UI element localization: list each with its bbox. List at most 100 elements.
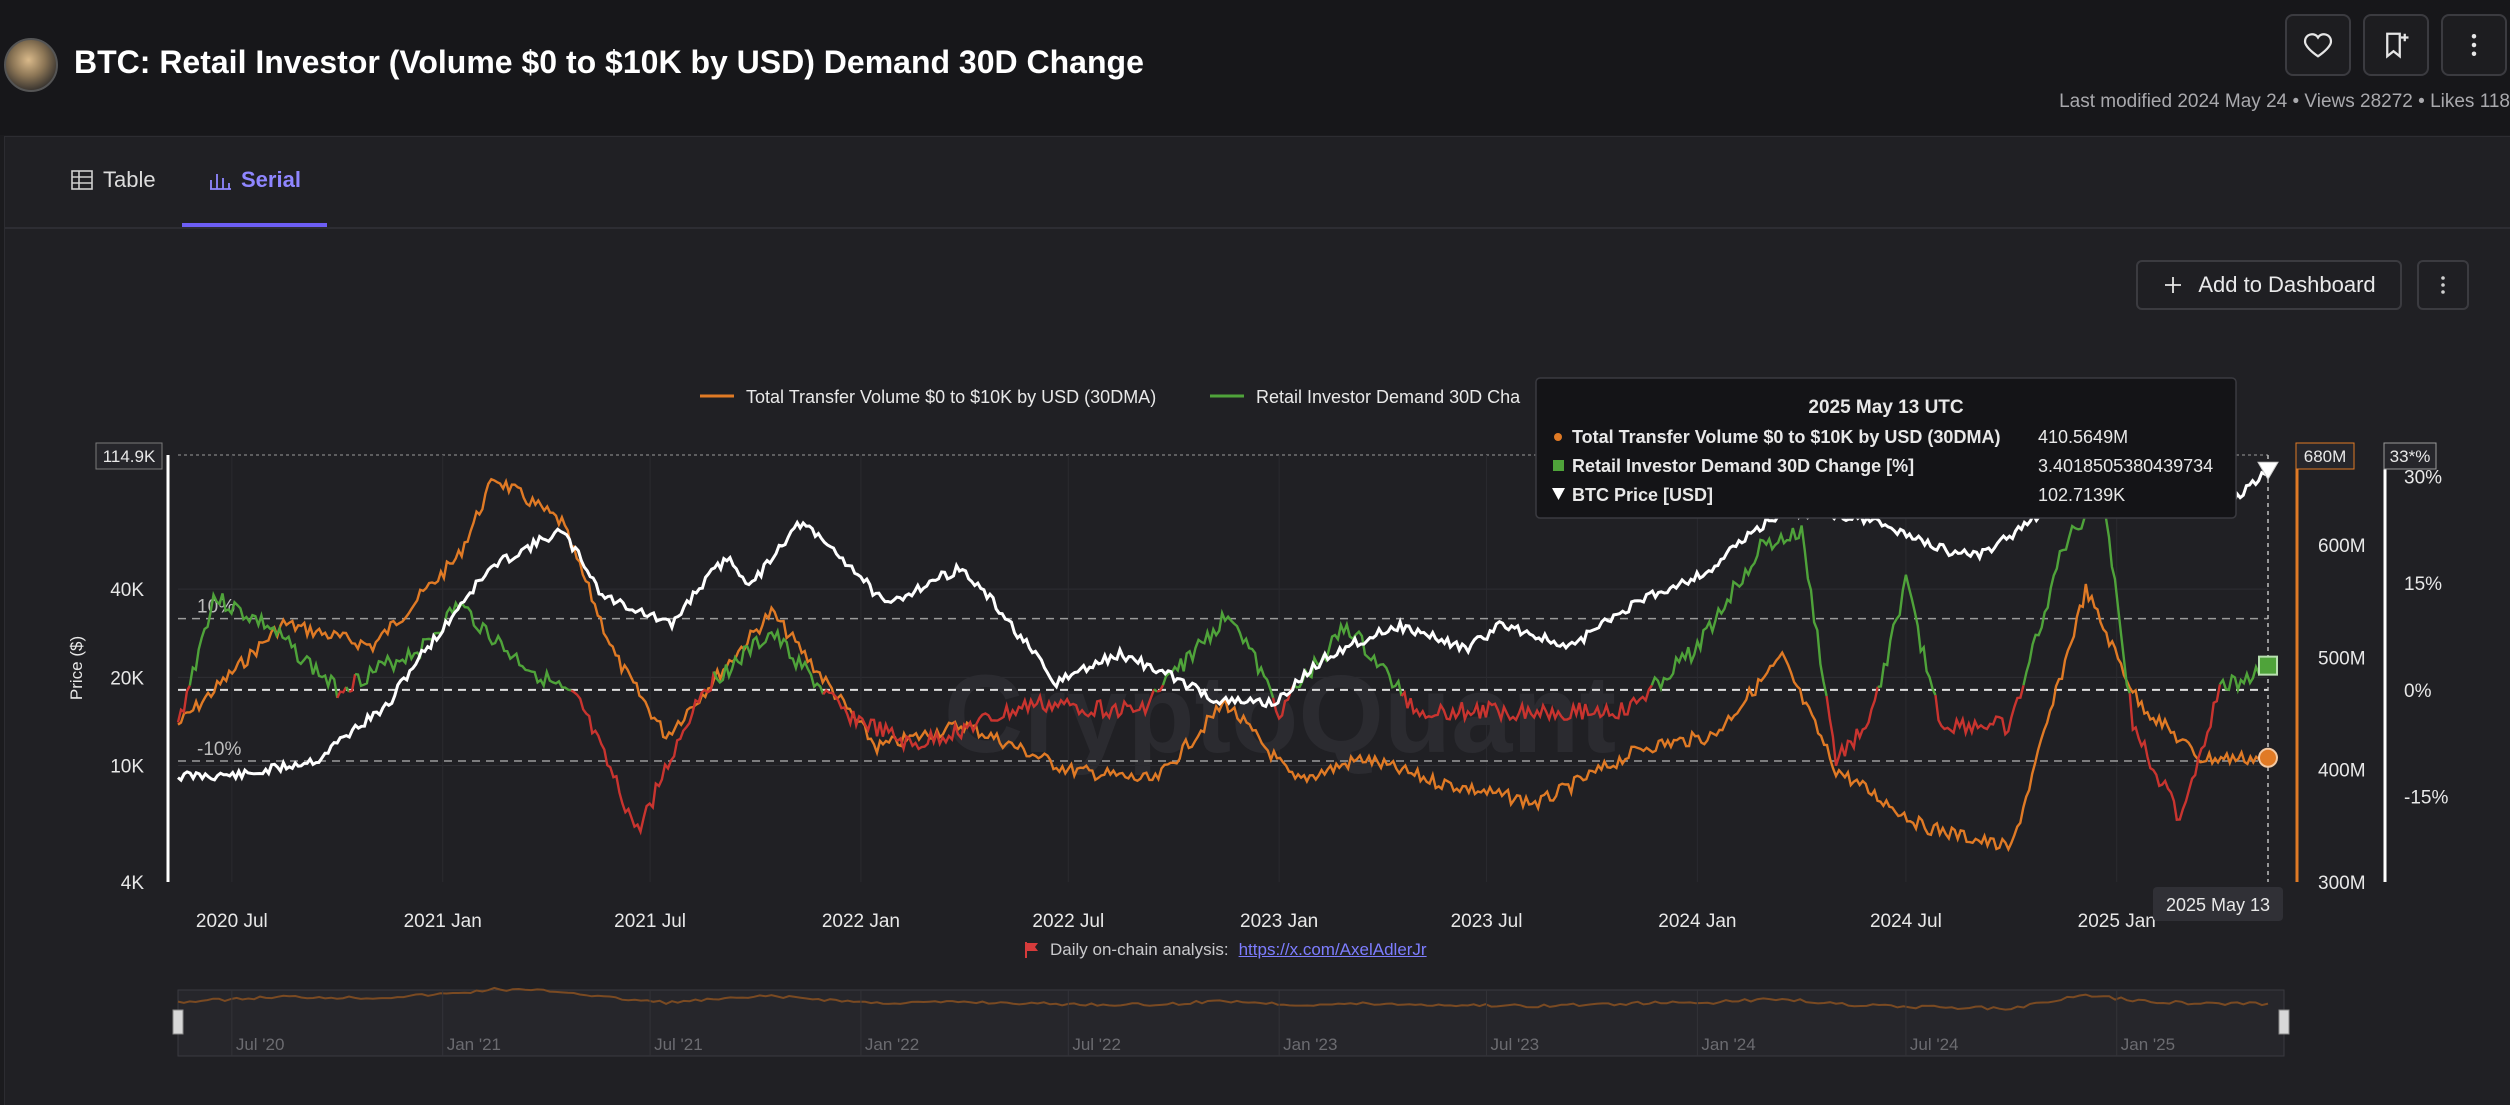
volume-top-marker-label: 680M — [2304, 447, 2347, 466]
demand-series-segment — [822, 688, 1156, 754]
demand-hover-marker — [2258, 655, 2278, 676]
demand-series-segment — [712, 627, 825, 695]
x-tick-label: 2021 Jul — [614, 911, 686, 932]
navigator-tick-label: Jul '24 — [1910, 1035, 1959, 1054]
pct-top-marker — [2383, 442, 2437, 470]
author-avatar[interactable] — [4, 38, 58, 92]
x-tick-label: 2025 Jan — [2078, 911, 2156, 932]
demand-series-segment — [1400, 684, 1653, 724]
x-tick-label: 2022 Jan — [822, 911, 900, 932]
footnote-link[interactable]: https://x.com/AxelAdlerJr — [1238, 940, 1427, 959]
left-top-marker-label: 114.9K — [103, 447, 156, 466]
active-tab-indicator — [182, 223, 327, 227]
add-to-dashboard-label: Add to Dashboard — [2198, 272, 2376, 297]
table-icon — [71, 170, 93, 190]
pct-tick-label: 0% — [2404, 681, 2432, 702]
navigator-series-line — [177, 986, 2269, 1011]
chart-options-button[interactable] — [2417, 260, 2469, 310]
tab-serial[interactable]: Serial — [209, 167, 301, 193]
demand-series-segment — [1650, 525, 1828, 697]
flag-icon — [1025, 942, 1038, 958]
demand-series-segment — [345, 686, 351, 693]
demand-series-segment — [1153, 688, 1158, 693]
hover-tooltip: 2025 May 13 UTC Total Transfer Volume $0 … — [1535, 377, 2237, 519]
range-navigator: Jul '20 Jan '21 Jul '21 Jan '22 Jul '22 Jan '… — [172, 986, 2290, 1057]
volume-tick-label: 400M — [2318, 761, 2366, 782]
reference-line-label: 10% — [197, 597, 235, 618]
crosshair-date-badge — [2153, 887, 2283, 921]
tooltip-box — [1535, 377, 2237, 519]
y-tick-label: 20K — [110, 668, 144, 689]
reference-line-label: -10% — [197, 739, 241, 760]
navigator-frame — [177, 989, 2285, 1057]
tab-table[interactable]: Table — [71, 167, 156, 193]
tooltip-marker-circle — [1554, 433, 1562, 441]
y-axis-title: Price ($) — [67, 636, 86, 700]
volume-top-marker — [2295, 442, 2355, 470]
demand-series-segment — [1934, 685, 2025, 738]
navigator-tick-label: Jul '22 — [1072, 1035, 1121, 1054]
navigator-tick-label: Jul '23 — [1491, 1035, 1540, 1054]
chart-footnote: Daily on-chain analysis: https://x.com/A… — [1024, 940, 1427, 960]
tooltip-date: 2025 May 13 UTC — [1808, 397, 1964, 418]
x-tick-label: 2021 Jan — [404, 911, 482, 932]
demand-series-segment — [1825, 686, 1879, 767]
crosshair-date-label: 2025 May 13 — [2166, 895, 2270, 915]
chart-panel: Table Serial Add to Dashboard — [4, 136, 2510, 1105]
tooltip-marker-square — [1553, 460, 1564, 471]
volume-tick-label: 300M — [2318, 873, 2366, 894]
demand-series-segment — [1877, 574, 1937, 696]
tooltip-row-label: Retail Investor Demand 30D Change [%] — [1572, 456, 1914, 476]
tooltip-row-value: 102.7139K — [2038, 485, 2125, 505]
pct-tick-label: -15% — [2404, 788, 2448, 809]
x-tick-label: 2024 Jul — [1870, 911, 1942, 932]
x-tick-label: 2023 Jul — [1451, 911, 1523, 932]
navigator-tick-label: Jan '24 — [1701, 1035, 1755, 1054]
plus-icon — [2165, 277, 2182, 293]
navigator-tick-label: Jan '23 — [1283, 1035, 1337, 1054]
navigator-tick-label: Jan '22 — [865, 1035, 919, 1054]
legend-label-demand: Retail Investor Demand 30D Cha — [1256, 387, 1521, 407]
tooltip-row-label: Total Transfer Volume $0 to $10K by USD … — [1572, 427, 2000, 447]
legend-label-volume: Total Transfer Volume $0 to $10K by USD … — [746, 387, 1156, 407]
demand-series-segment — [570, 671, 715, 836]
pct-tick-label: 30% — [2404, 467, 2442, 488]
demand-series-segment — [2128, 684, 2222, 821]
heart-icon — [2303, 33, 2333, 58]
navigator-left-handle[interactable] — [172, 1009, 184, 1035]
volume-series-line — [177, 477, 2269, 853]
demand-series-segment — [1161, 608, 1275, 699]
btc-price-line — [177, 457, 2270, 783]
view-tabs: Table Serial — [5, 137, 2510, 229]
like-button[interactable] — [2285, 14, 2351, 76]
bar-chart-icon — [210, 174, 231, 190]
bookmark-add-icon — [2386, 32, 2409, 59]
page-title: BTC: Retail Investor (Volume $0 to $10K … — [74, 44, 1144, 80]
tooltip-marker-triangle — [1552, 488, 1565, 500]
navigator-right-handle[interactable] — [2278, 1009, 2290, 1035]
volume-tick-label: 600M — [2318, 536, 2366, 557]
x-tick-label: 2023 Jan — [1240, 911, 1318, 932]
demand-series-segment — [188, 590, 339, 699]
pct-tick-label: 15% — [2404, 574, 2442, 595]
demand-series-segment — [2022, 487, 2131, 694]
y-tick-label: 40K — [110, 580, 144, 601]
bookmark-button[interactable] — [2363, 14, 2429, 76]
demand-series-segment — [176, 685, 191, 723]
more-options-button[interactable] — [2441, 14, 2507, 76]
left-top-marker — [95, 442, 163, 470]
footnote-prefix: Daily on-chain analysis: — [1050, 940, 1229, 959]
watermark: CryptoQuant — [944, 653, 1616, 776]
add-to-dashboard-button[interactable]: Add to Dashboard — [2136, 260, 2402, 310]
navigator-tick-label: Jan '25 — [2121, 1035, 2175, 1054]
tooltip-row-value: 3.4018505380439734 — [2038, 456, 2213, 476]
y-tick-label: 10K — [110, 756, 144, 777]
kebab-icon — [2471, 34, 2477, 56]
navigator-tick-label: Jul '21 — [654, 1035, 703, 1054]
tab-table-label: Table — [103, 167, 156, 192]
tab-serial-label: Serial — [241, 167, 301, 192]
page-meta: Last modified 2024 May 24 • Views 28272 … — [2059, 91, 2510, 112]
pct-top-marker-label: 33*% — [2390, 447, 2431, 466]
y-tick-label: 4K — [121, 873, 145, 894]
